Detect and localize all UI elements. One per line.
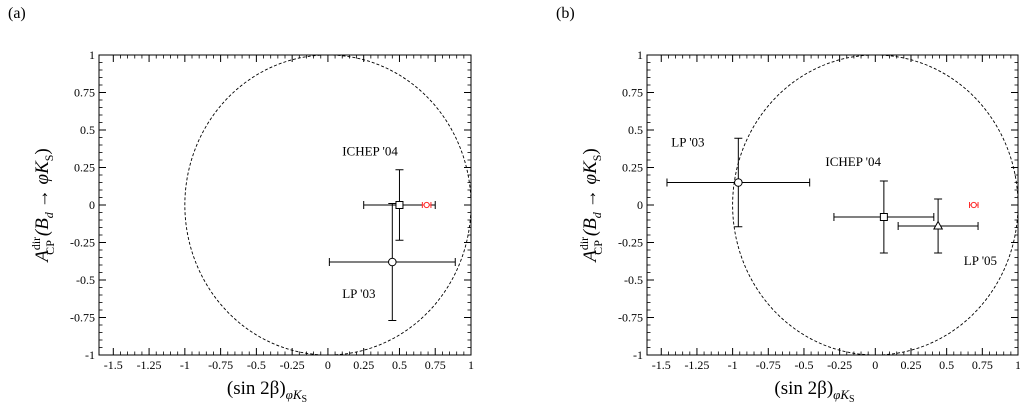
panel-label: (b) xyxy=(556,5,575,22)
data-point-triangle: LP '05 xyxy=(897,198,997,268)
x-tick-label: -1.25 xyxy=(137,358,162,372)
x-tick-label: -0.25 xyxy=(280,358,305,372)
y-axis-label: AdirCP(Bd→ φKS) xyxy=(29,148,57,264)
y-tick-label: -1 xyxy=(633,348,643,362)
point-label: LP '05 xyxy=(964,253,997,268)
y-tick-label: 1 xyxy=(637,48,643,62)
data-point-square: ICHEP '04 xyxy=(825,154,935,254)
triangle-marker xyxy=(933,220,944,230)
y-tick-label: -0.75 xyxy=(70,311,95,325)
y-axis-label: AdirCP(Bd→ φKS) xyxy=(577,148,605,264)
point-label: ICHEP '04 xyxy=(342,144,398,159)
y-tick-label: -0.25 xyxy=(70,236,95,250)
y-tick-label: 1 xyxy=(89,48,95,62)
x-tick-label: 0.5 xyxy=(392,358,407,372)
x-tick-label: -1.5 xyxy=(652,358,671,372)
x-tick-label: -0.5 xyxy=(247,358,266,372)
y-tick-label: -0.5 xyxy=(76,273,95,287)
x-tick-label: 1 xyxy=(468,358,474,372)
y-tick-label: -0.75 xyxy=(618,311,643,325)
x-tick-label: 0.25 xyxy=(353,358,374,372)
circle-marker xyxy=(734,178,743,187)
y-tick-label: 0.25 xyxy=(622,161,643,175)
chart-panel-a: (a) -1.5 -1.25 -1 -0.75 -0.5 -0.25 0 0.25 0.5 0.75… xyxy=(8,5,474,405)
x-tick-label: -1 xyxy=(180,358,190,372)
x-tick-label: -1 xyxy=(728,358,738,372)
chart-panel-b: (b) -1.5 -1.25 -1 -0.75 -0.5 -0.25 0 0.25 0.5 0.75… xyxy=(556,5,1020,405)
reference-marker xyxy=(423,201,430,209)
x-tick-label: 0 xyxy=(872,358,878,372)
x-tick-label: 0.5 xyxy=(939,358,954,372)
reference-marker xyxy=(970,201,977,209)
x-tick-label: -1.5 xyxy=(104,358,123,372)
data-point-square: ICHEP '04 xyxy=(342,144,436,241)
x-tick-label: -0.75 xyxy=(756,358,781,372)
point-label: LP '03 xyxy=(671,135,704,150)
y-tick-label: 0.75 xyxy=(622,86,643,100)
x-tick-label: 0.25 xyxy=(900,358,921,372)
x-axis-label: (sin 2β)φKS xyxy=(774,378,854,405)
point-label: ICHEP '04 xyxy=(825,154,881,169)
square-marker xyxy=(395,201,404,209)
point-label: LP '03 xyxy=(342,286,375,301)
y-tick-label: 0.5 xyxy=(80,123,95,137)
x-tick-label: -0.5 xyxy=(794,358,813,372)
data-point-circle: LP '03 xyxy=(666,135,811,228)
y-tick-label: 0 xyxy=(89,198,95,212)
x-tick-label: 0.75 xyxy=(972,358,993,372)
x-tick-label: 0.75 xyxy=(425,358,446,372)
x-tick-label: -0.75 xyxy=(208,358,233,372)
x-tick-label: -1.25 xyxy=(684,358,709,372)
y-tick-label: 0.5 xyxy=(628,123,643,137)
panel-label: (a) xyxy=(8,5,26,22)
data-point-circle: LP '03 xyxy=(328,203,456,321)
x-tick-label: 1 xyxy=(1015,358,1020,372)
circle-marker xyxy=(388,257,397,267)
x-tick-label: -0.25 xyxy=(827,358,852,372)
y-tick-label: -1 xyxy=(85,348,95,362)
reference-point xyxy=(968,201,979,209)
x-axis-label: (sin 2β)φKS xyxy=(227,378,307,405)
y-tick-label: 0.75 xyxy=(74,86,95,100)
x-tick-label: 0 xyxy=(325,358,331,372)
y-tick-label: 0.25 xyxy=(74,161,95,175)
y-tick-label: -0.5 xyxy=(624,273,643,287)
plot-frame xyxy=(646,54,1019,356)
square-marker xyxy=(879,213,888,221)
y-tick-label: -0.25 xyxy=(618,236,643,250)
y-tick-label: 0 xyxy=(637,198,643,212)
reference-point xyxy=(421,201,432,209)
